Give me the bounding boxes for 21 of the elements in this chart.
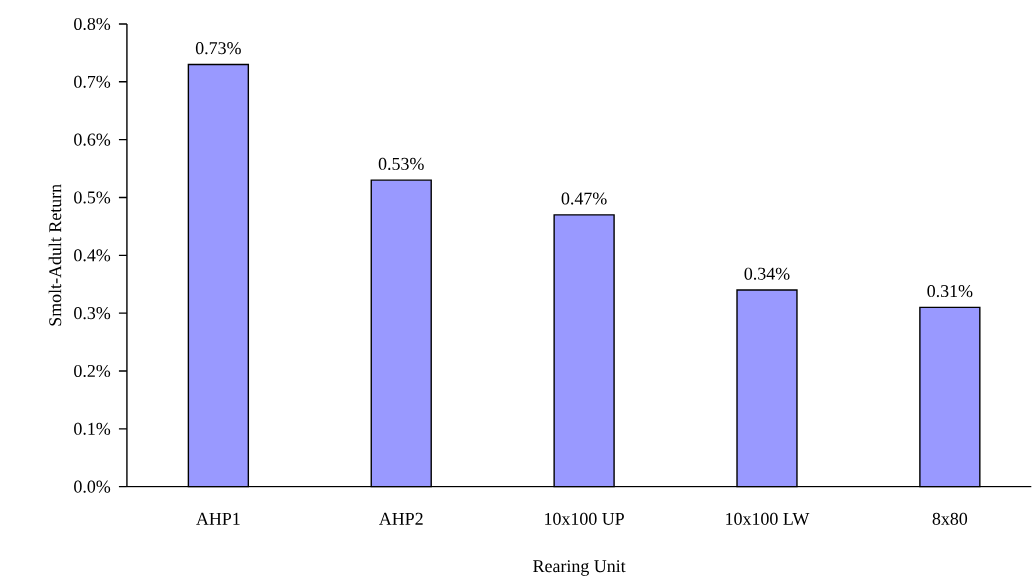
- x-tick-label: 10x100 UP: [545, 513, 624, 526]
- y-tick-label: 0.3%: [74, 307, 111, 320]
- y-tick-label: 0.5%: [74, 191, 111, 204]
- data-label: 0.31%: [927, 285, 973, 298]
- x-tick-label: AHP2: [379, 513, 423, 525]
- x-tick-label: 10x100 LW: [726, 513, 810, 526]
- y-tick-label: 0.2%: [74, 365, 111, 378]
- y-tick-label: 0.0%: [74, 480, 111, 493]
- x-tick-label: 8x80: [932, 513, 968, 526]
- y-tick-label: 0.6%: [74, 133, 111, 146]
- y-tick-label: 0.8%: [74, 18, 111, 31]
- data-label: 0.73%: [195, 42, 241, 55]
- data-label: 0.53%: [378, 157, 424, 171]
- x-tick-label: AHP1: [196, 513, 240, 525]
- y-tick-label: 0.4%: [74, 249, 111, 262]
- y-tick-label: 0.7%: [74, 75, 111, 89]
- data-label: 0.34%: [744, 267, 790, 281]
- y-axis-title: Smolt-Adult Return: [48, 184, 62, 326]
- data-label: 0.47%: [561, 192, 607, 205]
- y-tick-label: 0.1%: [74, 422, 111, 436]
- x-axis-title: Rearing Unit: [533, 560, 626, 577]
